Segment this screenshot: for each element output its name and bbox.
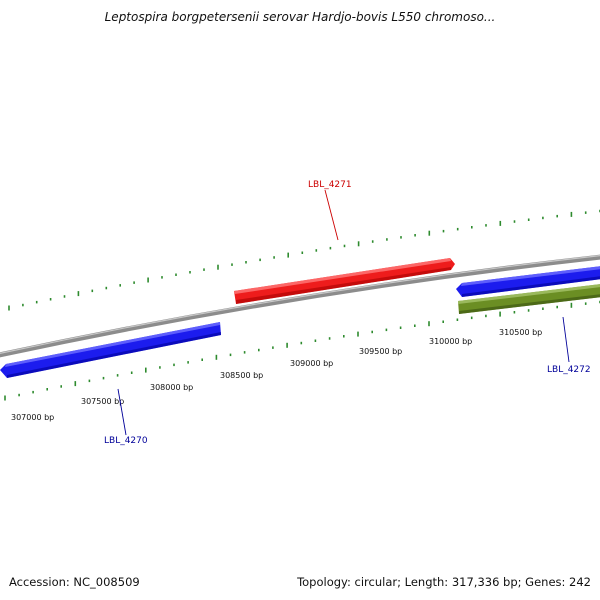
accession-text: Accession: NC_008509 bbox=[9, 575, 140, 589]
gene-lbl-4271[interactable] bbox=[234, 258, 455, 304]
inner-tick-ring bbox=[4, 300, 600, 401]
gene-lbl-4272[interactable] bbox=[456, 265, 600, 297]
outer-tick-ring bbox=[8, 209, 600, 311]
map-title: Leptospira borgpetersenii serovar Hardjo… bbox=[104, 10, 496, 24]
scale-label: 307000 bp bbox=[11, 413, 54, 422]
topology-text: Topology: circular; Length: 317,336 bp; … bbox=[297, 575, 591, 589]
scale-label: 309500 bp bbox=[359, 347, 402, 356]
scale-label: 307500 bp bbox=[81, 397, 124, 406]
scale-label: 310500 bp bbox=[499, 328, 542, 337]
gene-label-lbl-4271[interactable]: LBL_4271 bbox=[308, 180, 352, 190]
chromosome-backbone bbox=[0, 254, 600, 358]
scale-label: 308000 bp bbox=[150, 383, 193, 392]
scale-label: 310000 bp bbox=[429, 337, 472, 346]
scale-label: 309000 bp bbox=[290, 359, 333, 368]
scale-label: 308500 bp bbox=[220, 371, 263, 380]
feature-olive[interactable] bbox=[458, 283, 600, 314]
gene-lbl-4270[interactable] bbox=[0, 322, 221, 378]
gene-label-lbl-4270[interactable]: LBL_4270 bbox=[104, 436, 148, 446]
gene-label-lbl-4272[interactable]: LBL_4272 bbox=[547, 365, 591, 375]
